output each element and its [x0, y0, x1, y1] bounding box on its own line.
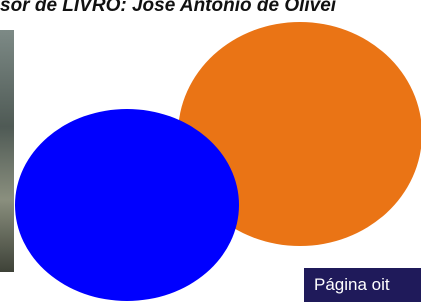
blue-circle [15, 109, 239, 301]
slide-shapes [0, 0, 421, 302]
photo-strip [0, 30, 14, 272]
page-label: Página oit [304, 268, 421, 302]
header-title: sor de LIVRO: José Antonio de Olivei [0, 0, 336, 17]
slide: sor de LIVRO: José Antonio de Olivei Pág… [0, 0, 421, 302]
